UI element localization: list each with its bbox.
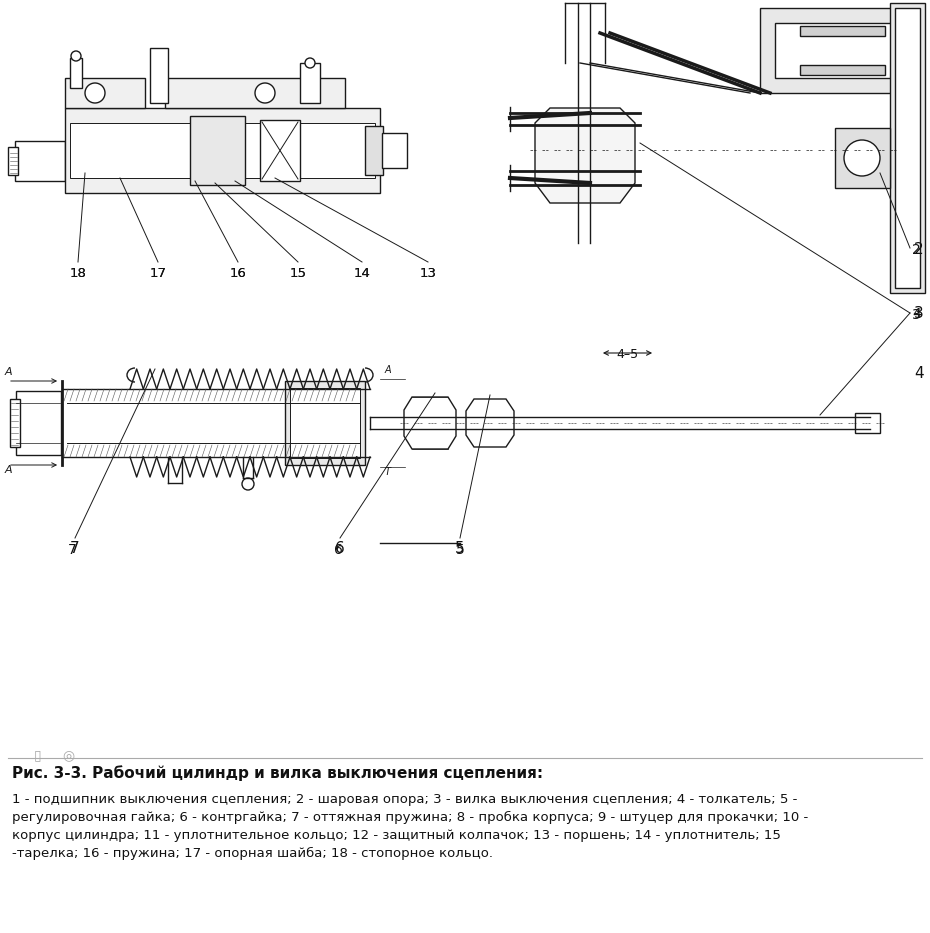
Bar <box>285 381 365 465</box>
Text: Рис. 3-3. Рабочий цилиндр и вилка выключения сцепления:: Рис. 3-3. Рабочий цилиндр и вилка выключ… <box>12 765 543 781</box>
Bar <box>800 65 885 75</box>
Bar <box>150 48 168 103</box>
Text: 16: 16 <box>230 267 246 280</box>
Circle shape <box>305 58 315 68</box>
Text: ▯: ▯ <box>34 748 42 762</box>
Bar <box>835 128 890 188</box>
Circle shape <box>85 83 105 103</box>
Circle shape <box>844 140 880 176</box>
Bar <box>70 123 375 178</box>
Bar <box>8 147 18 175</box>
Text: 6: 6 <box>334 543 342 557</box>
Text: 14: 14 <box>353 267 370 280</box>
Bar <box>65 108 380 193</box>
Text: регулировочная гайка; 6 - контргайка; 7 - оттяжная пружина; 8 - пробка корпуса; : регулировочная гайка; 6 - контргайка; 7 … <box>12 811 808 824</box>
Bar <box>16 391 61 455</box>
Text: A: A <box>385 365 392 375</box>
Text: 18: 18 <box>70 267 86 280</box>
Text: 13: 13 <box>419 267 436 280</box>
Text: 15: 15 <box>289 267 307 280</box>
Text: корпус цилиндра; 11 - уплотнительное кольцо; 12 - защитный колпачок; 13 - поршен: корпус цилиндра; 11 - уплотнительное кол… <box>12 829 781 842</box>
Bar <box>10 399 20 447</box>
Text: A: A <box>5 367 12 377</box>
Bar <box>300 63 320 103</box>
Text: 4: 4 <box>914 366 923 381</box>
Polygon shape <box>404 397 456 449</box>
Text: 3: 3 <box>914 307 923 322</box>
Text: 17: 17 <box>150 267 166 280</box>
Text: 15: 15 <box>289 267 307 280</box>
Text: 13: 13 <box>419 267 436 280</box>
Text: 2: 2 <box>912 243 921 257</box>
Text: 6: 6 <box>335 541 345 556</box>
Bar <box>15 141 65 181</box>
Circle shape <box>71 51 81 61</box>
Bar <box>365 126 383 175</box>
Bar <box>895 8 920 288</box>
Bar <box>260 120 300 181</box>
Text: 18: 18 <box>70 267 86 280</box>
Text: 5: 5 <box>456 543 464 557</box>
Text: 4–5: 4–5 <box>617 348 639 361</box>
Text: -тарелка; 16 - пружина; 17 - опорная шайба; 18 - стопорное кольцо.: -тарелка; 16 - пружина; 17 - опорная шай… <box>12 847 493 860</box>
Bar <box>290 388 360 458</box>
Text: 3: 3 <box>912 308 921 322</box>
Text: 17: 17 <box>150 267 166 280</box>
Text: A: A <box>5 465 12 475</box>
Bar <box>70 58 82 88</box>
Text: ◎: ◎ <box>62 748 74 762</box>
Circle shape <box>255 83 275 103</box>
Bar <box>890 3 925 293</box>
Bar <box>760 8 915 93</box>
Text: 7: 7 <box>70 541 80 556</box>
Text: 5: 5 <box>455 541 465 556</box>
Circle shape <box>242 478 254 490</box>
Polygon shape <box>535 108 635 203</box>
Text: 7: 7 <box>68 543 76 557</box>
Bar <box>65 78 145 108</box>
Bar <box>855 413 880 433</box>
Bar <box>775 23 900 78</box>
Text: 1 - подшипник выключения сцепления; 2 - шаровая опора; 3 - вилка выключения сцеп: 1 - подшипник выключения сцепления; 2 - … <box>12 793 797 806</box>
Bar <box>382 133 407 168</box>
Text: T: T <box>385 467 391 477</box>
Text: 4: 4 <box>912 307 921 321</box>
Text: 2: 2 <box>914 242 923 257</box>
Bar <box>800 26 885 36</box>
Polygon shape <box>466 399 514 447</box>
Bar <box>165 78 345 108</box>
Bar <box>190 116 245 185</box>
Text: 16: 16 <box>230 267 246 280</box>
Text: 14: 14 <box>353 267 370 280</box>
